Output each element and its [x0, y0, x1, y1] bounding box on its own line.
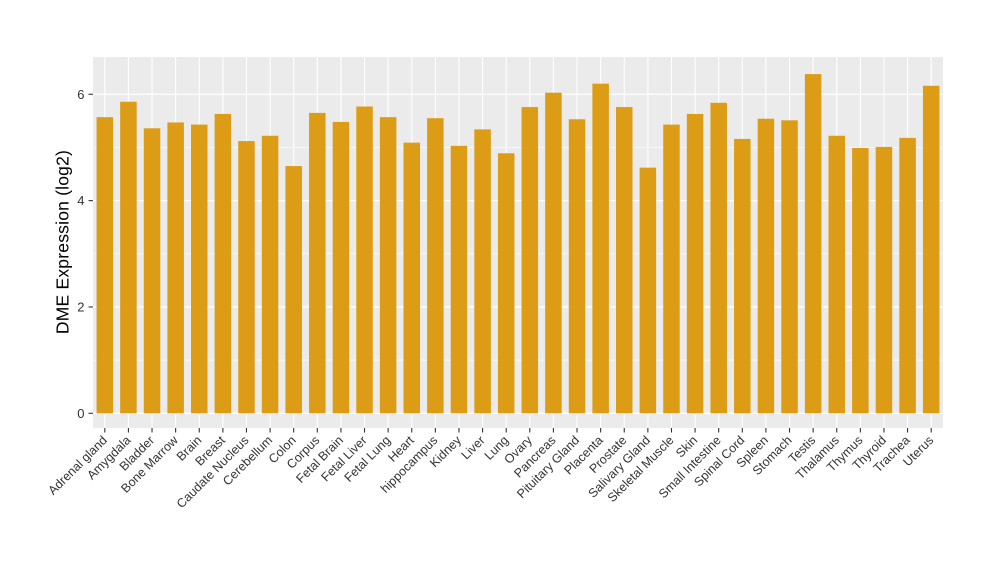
bar-breast [214, 113, 232, 414]
plot-panel [93, 57, 943, 428]
bar-spleen [757, 118, 775, 414]
bar-thymus [852, 147, 869, 414]
bar-pancreas [545, 92, 562, 414]
bar-thalamus [828, 135, 845, 414]
bar-bone-marrow [167, 122, 184, 414]
y-tick-label: 0 [77, 406, 84, 421]
bar-pituitary-gland [568, 119, 586, 414]
bar-spinal-cord [734, 138, 751, 414]
bar-trachea [899, 137, 916, 414]
y-tick-label: 6 [77, 87, 84, 102]
y-tick-label: 4 [77, 193, 84, 208]
x-tick-label: Liver [459, 433, 488, 462]
bar-colon [285, 166, 302, 414]
bar-amygdala [120, 101, 137, 414]
bar-cerebellum [261, 135, 279, 414]
bar-hippocampus [427, 118, 444, 414]
bar-liver [474, 129, 491, 414]
bar-heart [403, 142, 420, 414]
bar-salivary-gland [639, 167, 657, 414]
bar-small-intestine [710, 102, 727, 414]
bar-testis [804, 74, 822, 414]
bar-brain [191, 124, 208, 414]
bar-ovary [521, 107, 539, 414]
bar-stomach [781, 120, 798, 414]
y-tick-label: 2 [77, 299, 84, 314]
bar-bladder [143, 128, 161, 414]
bar-corpus [309, 112, 326, 414]
bar-skeletal-muscle [663, 124, 680, 414]
bar-placenta [592, 83, 609, 414]
bar-uterus [922, 85, 940, 414]
bar-fetal-brain [332, 121, 350, 414]
bar-caudate-nucleus [238, 141, 255, 414]
bar-thyroid [875, 146, 893, 414]
bar-prostate [616, 107, 633, 414]
bar-lung [497, 153, 515, 414]
bar-kidney [450, 145, 468, 414]
bar-adrenal-gland [96, 117, 114, 414]
bar-fetal-liver [356, 106, 373, 414]
bar-fetal-lung [379, 117, 397, 414]
bar-skin [686, 113, 704, 414]
y-axis-title: DME Expression (log2) [52, 149, 73, 335]
